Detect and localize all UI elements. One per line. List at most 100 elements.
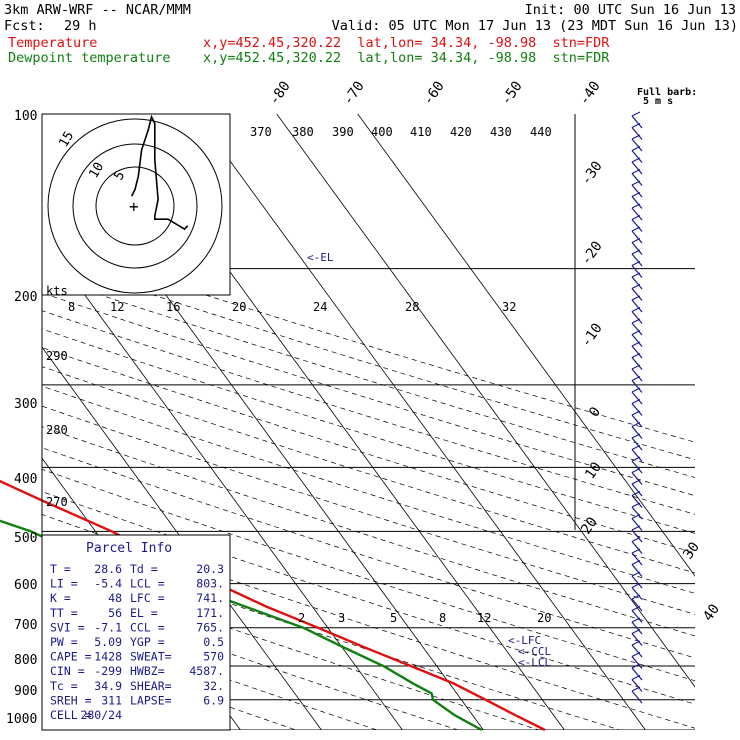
hodograph-axis-label: 8	[68, 300, 75, 314]
dry-adiabat-label: 270	[46, 495, 68, 509]
dry-adiabat-line	[42, 405, 695, 615]
wind-barb	[631, 138, 643, 152]
isotherm-line	[357, 114, 695, 577]
pressure-label: 400	[14, 472, 37, 487]
wind-barb	[631, 253, 643, 267]
wind-barb	[631, 449, 643, 462]
pressure-label: 600	[14, 578, 37, 593]
hodograph-axis-label: 32	[502, 300, 516, 314]
barb-key-units: 5 m s	[643, 96, 673, 107]
wind-barb-flag	[631, 122, 641, 129]
hodograph-trace	[130, 114, 189, 231]
wind-barb	[631, 564, 643, 577]
isotherm-label: -40	[576, 78, 604, 108]
dry-adiabat-label: 290	[46, 349, 68, 363]
wind-barb-flag	[631, 525, 641, 531]
wind-barb	[631, 173, 643, 186]
wind-barb	[631, 667, 643, 681]
wind-barb	[631, 196, 643, 209]
wind-barb	[631, 495, 643, 508]
parcel-label: CCL =	[130, 620, 165, 634]
theta-labels: 370 380 390 400 410 420 430 440	[250, 125, 552, 139]
parcel-value: 48	[108, 591, 122, 605]
theta-label: 400	[371, 125, 393, 139]
wind-barb	[631, 322, 643, 336]
wind-barb-flag	[631, 134, 641, 140]
parcel-label: T =	[50, 562, 71, 576]
parcel-value: 32.	[203, 679, 224, 693]
wind-barb	[631, 207, 643, 221]
parcel-info-title: Parcel Info	[86, 541, 172, 556]
mixing-ratio-label: 8	[439, 611, 446, 625]
parcel-value: 311	[101, 693, 122, 707]
chart-grid	[42, 114, 695, 730]
wind-barb-flag	[631, 260, 641, 267]
wind-barb-flag	[631, 237, 641, 244]
parcel-value: 20.3	[196, 562, 224, 576]
wind-barb-flag	[631, 306, 641, 313]
wind-barb-flag	[631, 651, 641, 658]
dry-adiabat-label: 280	[46, 423, 68, 437]
wind-barb	[631, 587, 643, 600]
wind-barb	[631, 506, 643, 520]
wind-barb	[631, 265, 643, 278]
wind-barb-flag	[631, 674, 641, 681]
wind-barb-flag	[631, 145, 641, 152]
hodograph-ring-label: 15	[56, 129, 77, 150]
mixing-ratio-label: 20	[537, 611, 551, 625]
wind-barb	[631, 242, 643, 255]
parcel-value: 1428	[94, 650, 122, 664]
isotherm-line	[42, 346, 322, 730]
wind-barb	[631, 633, 643, 646]
isotherm-labels: -80 -70 -60 -50 -40 -30 -20 -10 0 10 20 …	[266, 78, 723, 624]
init-time: Init: 00 UTC Sun 16 Jun 13	[524, 2, 736, 18]
isotherm-label: 20	[578, 514, 601, 537]
wind-barb	[631, 690, 643, 704]
wind-barb	[631, 644, 643, 658]
wind-barb-flag	[631, 387, 641, 393]
parcel-label: SVI =	[50, 620, 85, 634]
wind-barb-flag	[631, 318, 641, 324]
hodograph-inset: + 5 10 15	[41, 113, 231, 296]
wind-barb	[631, 403, 643, 416]
parcel-value: 4587.	[189, 664, 224, 678]
wind-barb-flag	[631, 421, 641, 428]
parcel-value: 0.5	[203, 635, 224, 649]
parcel-value: 280/24	[80, 708, 122, 722]
wind-barb	[631, 529, 643, 543]
series-line	[0, 479, 546, 732]
theta-label: 440	[530, 125, 552, 139]
hodograph-axis-label: 12	[110, 300, 124, 314]
dewpoint-location: x,y=452.45,320.22 lat,lon= 34.34, -98.98…	[203, 50, 610, 66]
dry-adiabat-labels: 290 280 270	[46, 349, 68, 509]
hodograph-ring-10	[72, 143, 198, 269]
wind-barb-flag	[631, 490, 641, 497]
isotherm-label: 10	[582, 459, 605, 482]
pressure-label: 300	[14, 397, 37, 412]
wind-barb	[631, 679, 643, 692]
dry-adiabat-line	[42, 310, 695, 515]
theta-label: 410	[410, 125, 432, 139]
wind-barb-flag	[631, 571, 641, 577]
wind-barb	[631, 483, 643, 497]
theta-label: 390	[332, 125, 354, 139]
wind-barb	[631, 219, 643, 232]
mixing-ratio-label: 2	[298, 611, 305, 625]
wind-barb-flag	[631, 398, 641, 405]
wind-barb-flag	[631, 594, 641, 600]
wind-barb-flag	[631, 456, 641, 462]
wind-barb-flag	[631, 352, 641, 359]
parcel-label: YGP =	[130, 635, 165, 649]
theta-label: 430	[490, 125, 512, 139]
wind-barb	[631, 357, 643, 370]
wind-barb	[631, 368, 643, 382]
dry-adiabat-line	[42, 275, 695, 478]
pressure-label: 100	[14, 109, 37, 124]
wind-barb	[631, 345, 643, 359]
dry-adiabat-line	[42, 241, 695, 443]
wind-barb	[631, 518, 643, 531]
wind-barb	[631, 656, 643, 669]
wind-barb	[631, 184, 643, 198]
hodograph-axis-labels: kts 8 12 16 20 24 28 32	[46, 284, 516, 314]
temperature-location: x,y=452.45,320.22 lat,lon= 34.34, -98.98…	[203, 35, 610, 51]
